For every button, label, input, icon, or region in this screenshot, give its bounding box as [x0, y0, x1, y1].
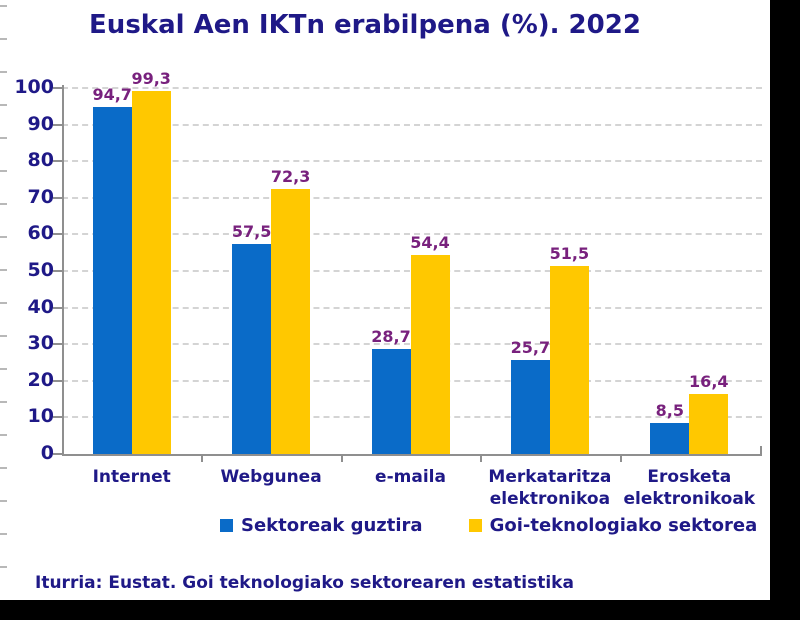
legend: Sektoreak guztira Goi-teknologiako sektor…: [220, 515, 757, 536]
y-axis-tick-30: [53, 343, 62, 346]
y-axis-tick-100: [53, 87, 62, 89]
legend-label-0: Sektoreak guztira: [241, 515, 423, 536]
legend-label-1: Goi-teknologiako sektorea: [489, 515, 758, 536]
y-axis-tick-20: [53, 379, 62, 382]
bar-value-label-0-2: 28,7: [371, 327, 411, 346]
x-axis-line: [62, 454, 762, 456]
x-axis-category-label-2: e-maila: [375, 467, 446, 487]
gridline-80: [62, 160, 762, 163]
x-axis-tick-2: [340, 454, 343, 462]
bar-value-label-1-0: 99,3: [131, 69, 171, 88]
bar-value-label-1-2: 54,4: [410, 233, 450, 252]
y-axis-tick-70: [53, 196, 62, 199]
y-axis-label-90: 90: [27, 112, 54, 135]
y-axis-label-20: 20: [27, 368, 54, 391]
bar-sektoreak-guztira-4: [650, 423, 690, 454]
legend-swatch-icon: [468, 519, 482, 532]
gridline-70: [62, 196, 762, 199]
y-axis-label-80: 80: [27, 149, 54, 172]
bar-goi-teknologiako-sektorea-1: [271, 189, 311, 454]
y-axis-tick-10: [53, 416, 62, 419]
y-axis-label-0: 0: [40, 442, 54, 464]
bar-sektoreak-guztira-2: [371, 349, 411, 454]
y-axis-label-60: 60: [27, 222, 54, 245]
gridline-60: [62, 233, 762, 236]
bar-value-label-0-3: 25,7: [510, 338, 551, 357]
bar-value-label-1-4: 16,4: [689, 372, 729, 391]
bar-goi-teknologiako-sektorea-4: [689, 394, 729, 454]
x-axis-tick-1: [201, 454, 204, 462]
bar-goi-teknologiako-sektorea-2: [410, 255, 450, 454]
y-axis-tick-40: [53, 306, 62, 309]
bar-value-label-1-1: 72,3: [270, 167, 311, 186]
y-axis-tick-60: [53, 233, 62, 236]
bar-value-label-0-0: 94,7: [92, 85, 132, 104]
x-axis-tick-3: [480, 454, 483, 462]
plot-area: 0 10 20 30 40 50 60 70 80 90 100 94,7 99,3 Internet 57…: [14, 69, 762, 509]
legend-item-0: Sektoreak guztira: [220, 515, 423, 536]
legend-swatch-icon: [220, 519, 233, 532]
y-axis-label-10: 10: [27, 405, 54, 428]
y-axis-tick-80: [53, 160, 62, 163]
x-axis-category-label-0: Internet: [92, 467, 171, 487]
bar-value-label-0-1: 57,5: [231, 222, 272, 241]
bar-sektoreak-guztira-0: [92, 107, 132, 454]
y-axis-label-40: 40: [27, 295, 54, 318]
chart-panel: Euskal Aen IKTn erabilpena (%). 2022 0 10…: [0, 0, 770, 600]
x-axis-endcap: [760, 446, 762, 454]
gridline-90: [62, 123, 762, 126]
legend-item-1: Goi-teknologiako sektorea: [468, 515, 758, 536]
bar-goi-teknologiako-sektorea-3: [549, 266, 589, 454]
left-ruler-ticks: [0, 5, 7, 595]
x-axis-category-label-3: Merkataritza elektronikoa: [488, 467, 612, 509]
bar-goi-teknologiako-sektorea-0: [131, 91, 171, 454]
y-axis-tick-50: [53, 270, 62, 272]
source-note: Iturria: Eustat. Goi teknologiako sektor…: [35, 573, 574, 593]
bar-sektoreak-guztira-1: [232, 244, 272, 454]
bar-value-label-1-3: 51,5: [549, 244, 590, 263]
y-axis-line: [62, 85, 64, 456]
y-axis-label-100: 100: [14, 76, 54, 98]
y-axis-tick-90: [53, 123, 62, 126]
bar-value-label-0-4: 8,5: [655, 401, 684, 420]
x-axis-tick-4: [619, 454, 622, 462]
y-axis-label-70: 70: [27, 185, 54, 208]
chart-title: Euskal Aen IKTn erabilpena (%). 2022: [89, 10, 641, 40]
y-axis-label-30: 30: [27, 332, 54, 355]
bar-sektoreak-guztira-3: [510, 360, 550, 454]
y-axis-tick-0: [53, 453, 62, 455]
gridline-100: [62, 87, 762, 89]
x-axis-category-label-1: Webgunea: [220, 467, 322, 487]
y-axis-label-50: 50: [27, 259, 54, 281]
x-axis-category-label-4: Erosketa elektronikoak: [623, 467, 756, 509]
